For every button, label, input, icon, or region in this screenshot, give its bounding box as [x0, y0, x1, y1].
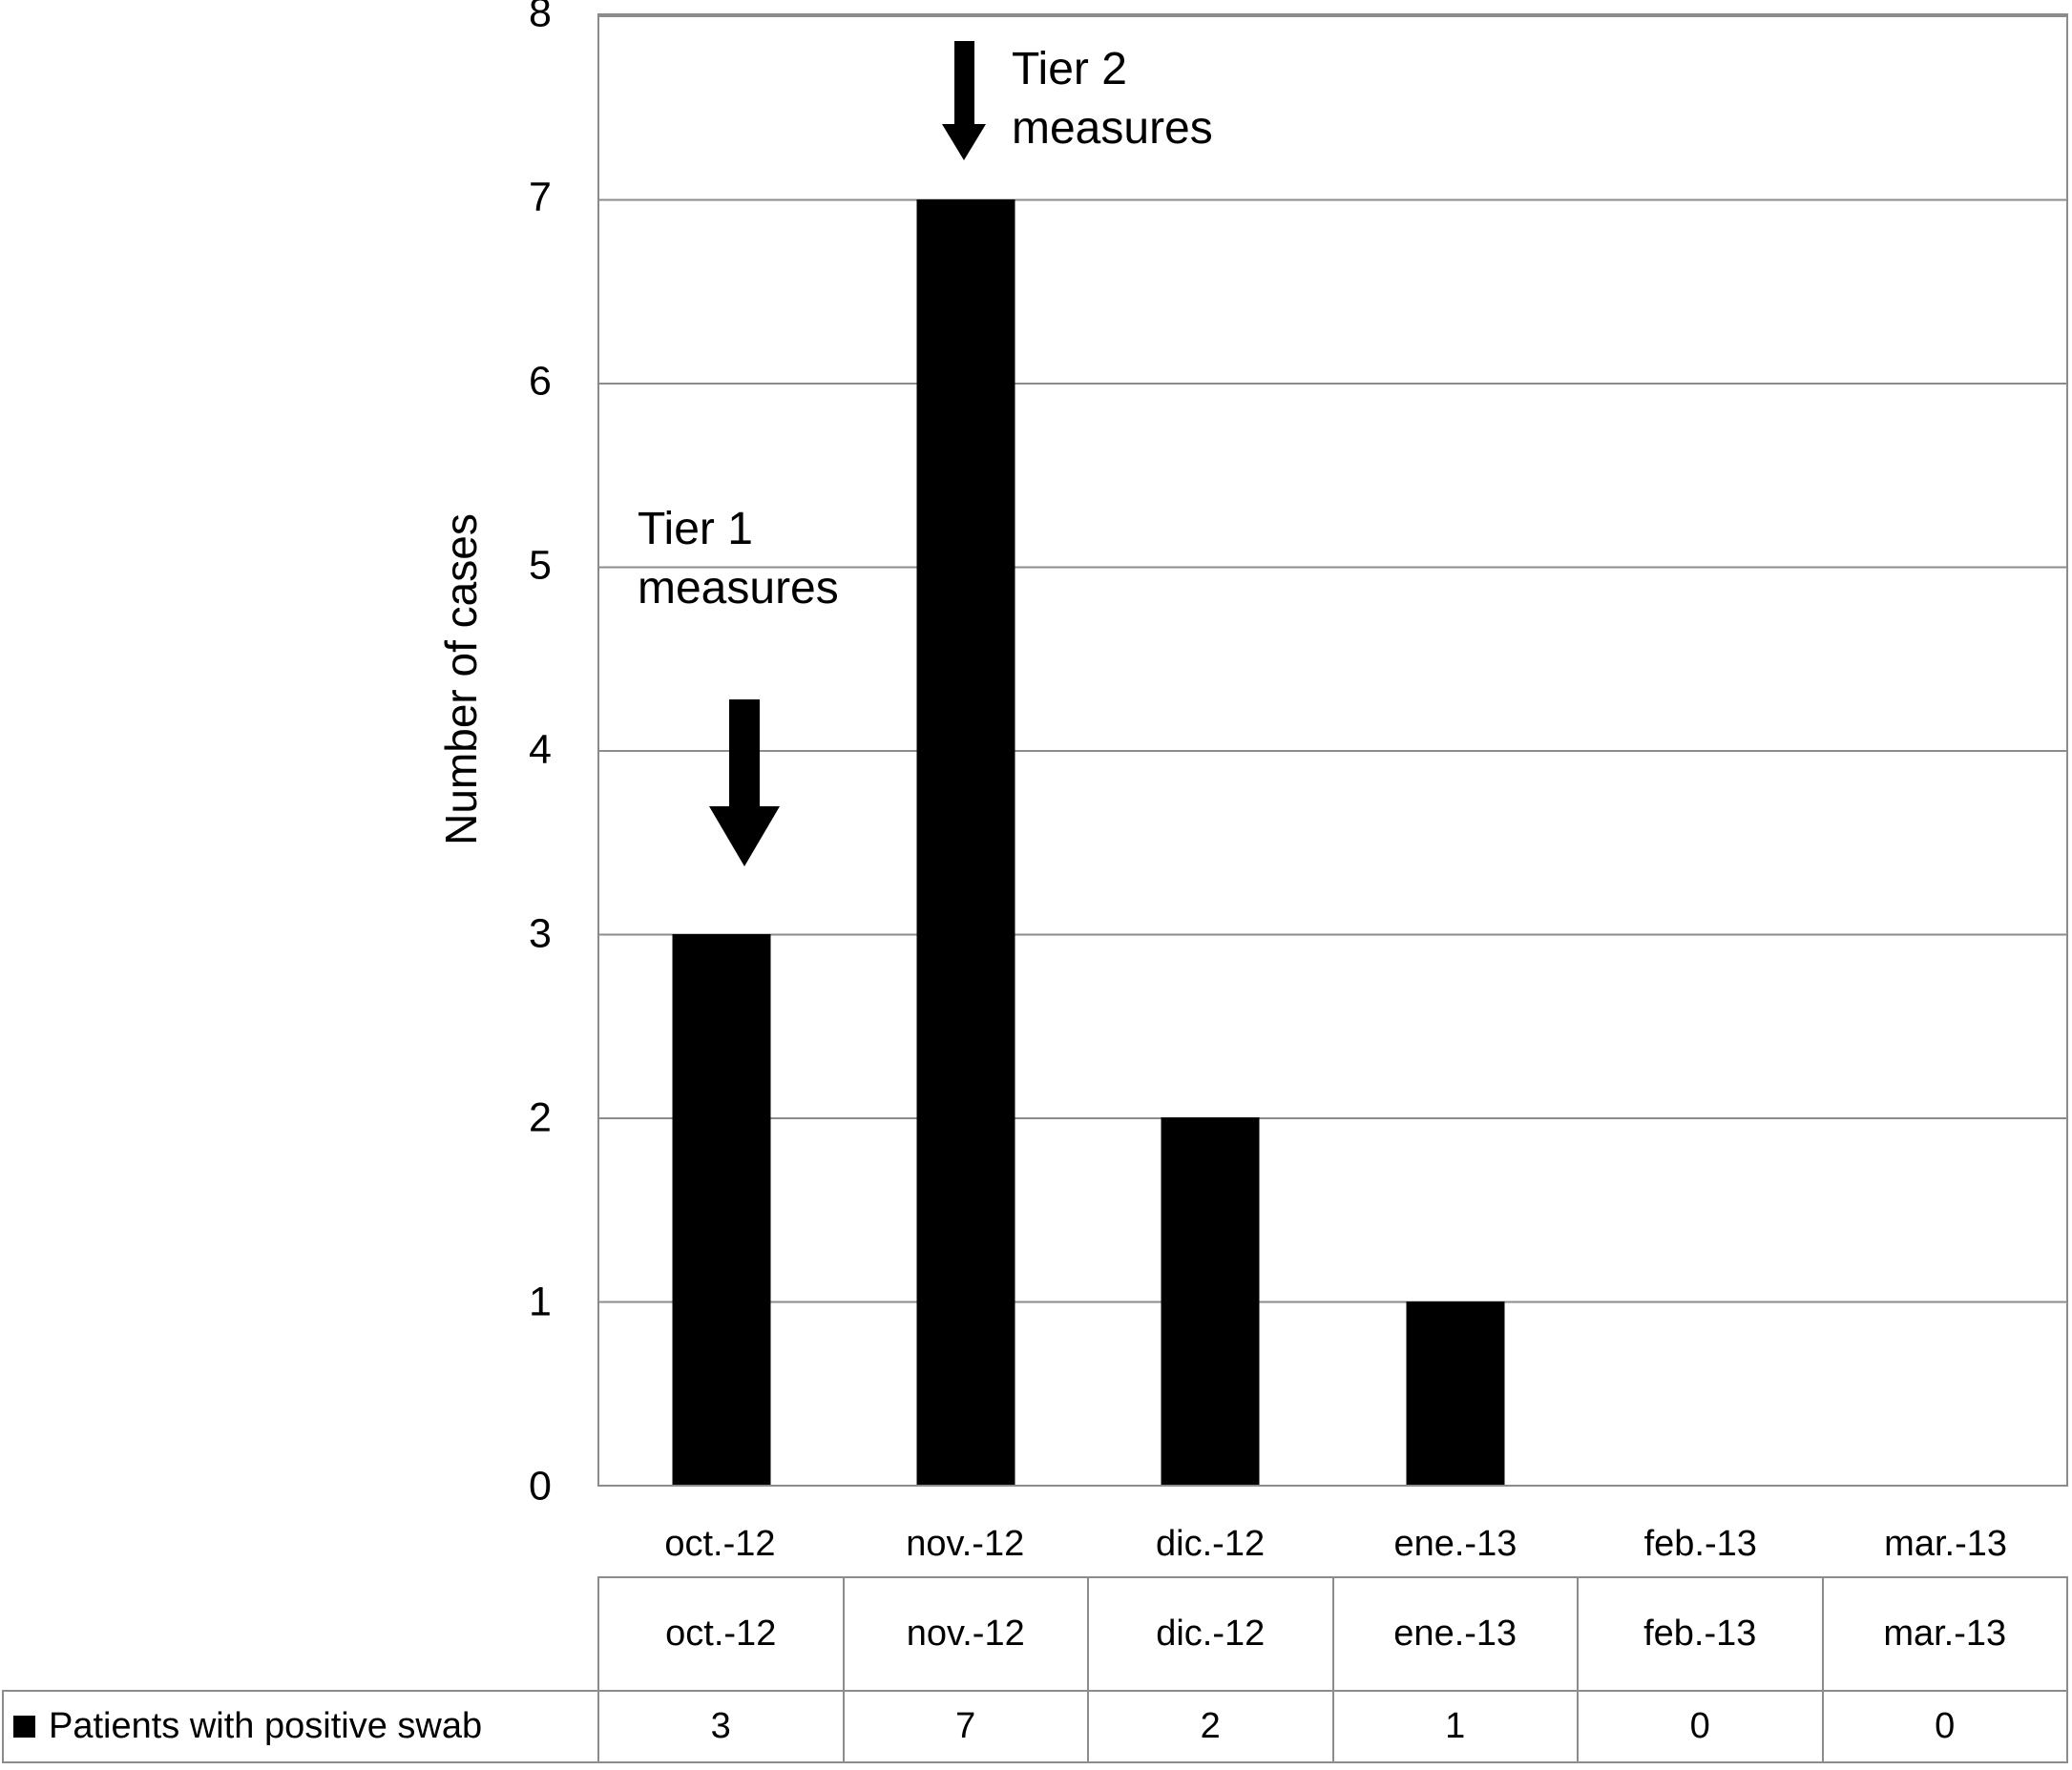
- x-tick-label: mar.-13: [1884, 1524, 2007, 1564]
- table-value-cell: 3: [597, 1692, 843, 1761]
- y-tick-label: 7: [529, 174, 552, 220]
- y-tick-label: 4: [529, 726, 552, 773]
- annotation-tier2: Tier 2 measures: [1012, 40, 1213, 158]
- y-tick-label: 8: [529, 0, 552, 36]
- annotation-tier1: Tier 1 measures: [638, 500, 839, 618]
- table-month-cell: ene.-13: [1331, 1578, 1578, 1690]
- table-month-cell: oct.-12: [665, 1614, 777, 1654]
- bar-oct.-12: [672, 933, 771, 1485]
- table-month-cell: nov.-12: [842, 1578, 1088, 1690]
- bars-container: [599, 15, 2066, 1485]
- table-value-cell: 2: [1087, 1692, 1332, 1761]
- tier2-down-arrow-icon: [942, 124, 986, 160]
- bar-nov.-12: [916, 198, 1015, 1485]
- bar-dic.-12: [1161, 1117, 1260, 1485]
- annotation-tier2-line1: Tier 2: [1012, 44, 1127, 94]
- tier1-down-arrow-icon: [709, 806, 780, 866]
- table-value-cell: 0: [1821, 1692, 2067, 1761]
- table-month-cell: dic.-12: [1087, 1578, 1332, 1690]
- annotation-tier1-line1: Tier 1: [638, 504, 753, 554]
- table-month-cell: feb.-13: [1577, 1578, 1822, 1690]
- plot-area: [597, 13, 2068, 1487]
- legend-square-icon: [13, 1716, 35, 1738]
- bar-ene.-13: [1406, 1301, 1505, 1485]
- y-tick-label: 2: [529, 1094, 552, 1141]
- x-tick-label: nov.-12: [906, 1524, 1025, 1564]
- tier1-down-arrow-icon: [729, 699, 760, 807]
- tier2-down-arrow-icon: [954, 41, 974, 125]
- table-month-row: oct.-12 nov.-12 dic.-12 ene.-13 feb.-13 mar.-…: [597, 1576, 2068, 1692]
- annotation-tier2-line2: measures: [1012, 103, 1213, 154]
- x-tick-label: oct.-12: [664, 1524, 776, 1564]
- y-tick-label: 3: [529, 910, 552, 957]
- x-tick-label: ene.-13: [1393, 1524, 1517, 1564]
- y-tick-label: 5: [529, 542, 552, 589]
- y-tick-label: 1: [529, 1279, 552, 1325]
- legend-cell: Patients with positive swab: [4, 1692, 597, 1761]
- table-value-cell: 1: [1331, 1692, 1578, 1761]
- annotation-tier1-line2: measures: [638, 563, 839, 614]
- table-value-cell: 7: [842, 1692, 1088, 1761]
- table-value-cell: 0: [1577, 1692, 1822, 1761]
- y-tick-label: 0: [529, 1463, 552, 1510]
- x-tick-label: dic.-12: [1156, 1524, 1266, 1564]
- y-tick-label: 6: [529, 358, 552, 405]
- legend-label: Patients with positive swab: [49, 1706, 483, 1746]
- x-tick-label: feb.-13: [1643, 1524, 1757, 1564]
- table-month-cell: mar.-13: [1821, 1578, 2067, 1690]
